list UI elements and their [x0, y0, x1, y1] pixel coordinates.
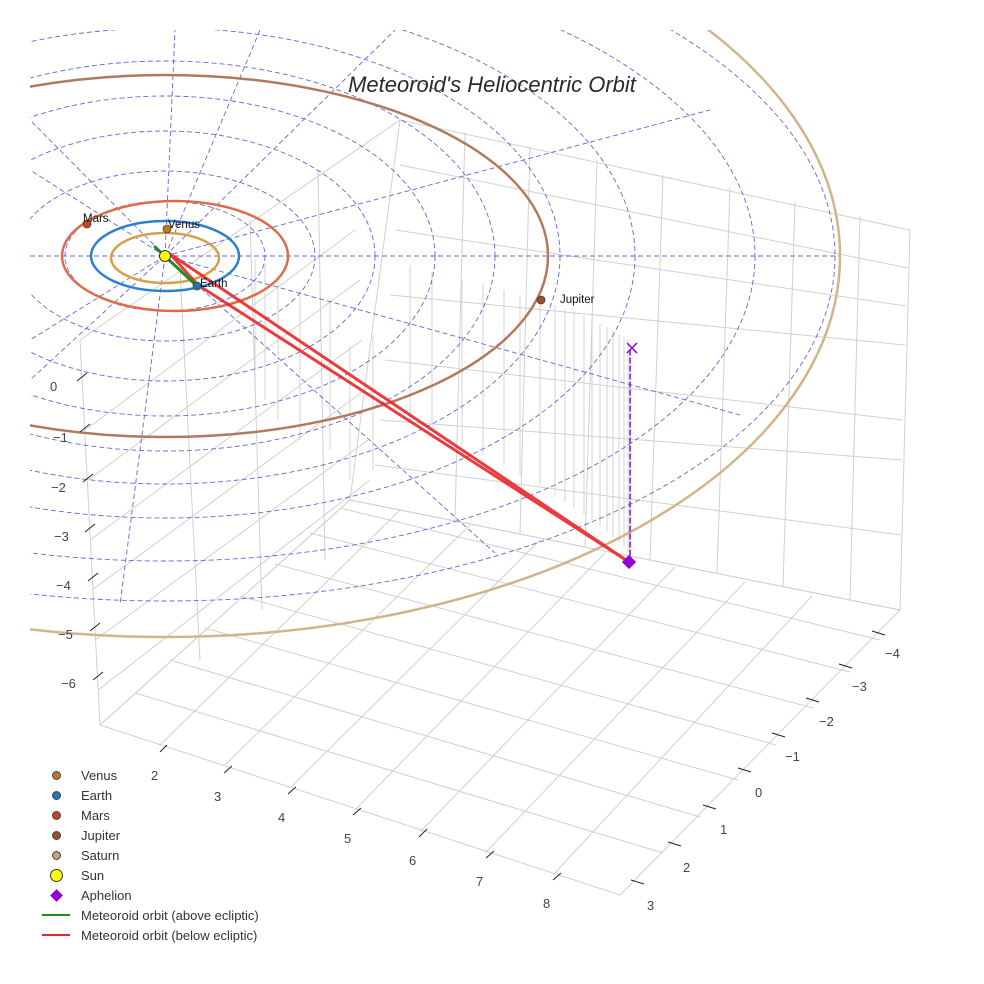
y-tick-3: 3: [647, 898, 654, 913]
jupiter-dot-icon: [51, 830, 61, 840]
mars-label: Mars: [83, 213, 109, 225]
z-tick-1: −1: [53, 430, 68, 445]
chart-title: Meteoroid's Heliocentric Orbit: [0, 72, 984, 98]
orbit-below-ecliptic: [168, 252, 630, 564]
legend-label: Mars: [81, 807, 110, 823]
x-tick-6: 6: [409, 853, 416, 868]
x-tick-7: 7: [476, 874, 483, 889]
legend-item-aphelion[interactable]: Aphelion: [38, 885, 259, 905]
legend-label: Earth: [81, 787, 113, 803]
venus-label: Venus: [168, 219, 200, 231]
legend-item-orbit-below[interactable]: Meteoroid orbit (below ecliptic): [38, 925, 259, 945]
y-tick-neg1: −1: [785, 749, 800, 764]
y-tick-neg2: −2: [819, 714, 834, 729]
mars-marker[interactable]: [82, 219, 92, 229]
earth-label: Earth: [200, 278, 228, 290]
meteoroid-orbit: [153, 245, 631, 564]
mars-dot-icon: [51, 810, 61, 820]
x-tick-8: 8: [543, 896, 550, 911]
markers: [82, 219, 638, 570]
z-axis: 0 −1 −2 −3 −4 −5 −6: [50, 372, 104, 691]
legend-item-mars[interactable]: Mars: [38, 805, 259, 825]
earth-marker[interactable]: [192, 281, 202, 291]
z-tick-3: −3: [54, 529, 69, 544]
venus-orbit: [109, 231, 221, 285]
x-tick-3: 3: [214, 789, 221, 804]
legend-item-saturn[interactable]: Saturn: [38, 845, 259, 865]
legend: Venus Earth Mars Jupiter Saturn Sun Aphe…: [38, 765, 259, 945]
legend-label: Jupiter: [81, 827, 121, 843]
drop-lines: [254, 260, 629, 552]
legend-item-jupiter[interactable]: Jupiter: [38, 825, 259, 845]
venus-marker[interactable]: [162, 224, 172, 234]
planet-orbits: [30, 30, 842, 639]
red-line-icon: [42, 934, 70, 936]
legend-item-venus[interactable]: Venus: [38, 765, 259, 785]
legend-label: Meteoroid orbit (below ecliptic): [81, 927, 258, 943]
x-tick-2: 2: [151, 768, 158, 783]
sun-dot-icon: [49, 868, 63, 882]
z-tick-2: −2: [51, 480, 66, 495]
venus-dot-icon: [51, 770, 61, 780]
saturn-dot-icon: [51, 850, 61, 860]
jupiter-orbit: [30, 73, 550, 439]
aphelion-marker[interactable]: [621, 554, 637, 570]
earth-dot-icon: [51, 790, 61, 800]
chart-title-text: Meteoroid's Heliocentric Orbit: [348, 72, 636, 97]
legend-label: Venus: [81, 767, 118, 783]
x-axis: 2 3 4 5 6 7 8: [151, 744, 562, 911]
legend-item-sun[interactable]: Sun: [38, 865, 259, 885]
x-tick-5: 5: [344, 831, 351, 846]
x-tick-4: 4: [278, 810, 285, 825]
jupiter-label: Jupiter: [560, 294, 595, 306]
z-tick-6: −6: [61, 676, 76, 691]
diamond-icon: [49, 888, 63, 902]
green-line-icon: [42, 914, 70, 916]
mars-orbit: [60, 199, 290, 313]
planet-labels: Venus Earth Mars Jupiter: [83, 213, 595, 306]
z-tick-5: −5: [58, 627, 73, 642]
y-tick-1: 1: [720, 822, 727, 837]
legend-label: Aphelion: [81, 887, 132, 903]
y-tick-neg4: −4: [885, 646, 900, 661]
legend-label: Meteoroid orbit (above ecliptic): [81, 907, 259, 923]
box-grid: [79, 119, 911, 896]
saturn-orbit: [30, 30, 842, 639]
earth-orbit: [89, 219, 241, 293]
y-tick-0: 0: [755, 785, 762, 800]
y-axis: −4 −3 −2 −1 0 1 2 3: [630, 630, 900, 913]
y-tick-2: 2: [683, 860, 690, 875]
jupiter-marker[interactable]: [536, 295, 546, 305]
legend-label: Saturn: [81, 847, 120, 863]
legend-item-orbit-above[interactable]: Meteoroid orbit (above ecliptic): [38, 905, 259, 925]
z-tick-0: 0: [50, 379, 57, 394]
aphelion-projection-x-icon: [626, 342, 638, 354]
legend-label: Sun: [81, 867, 105, 883]
z-tick-4: −4: [56, 578, 71, 593]
y-tick-neg3: −3: [852, 679, 867, 694]
sun-marker[interactable]: [159, 250, 171, 262]
legend-item-earth[interactable]: Earth: [38, 785, 259, 805]
